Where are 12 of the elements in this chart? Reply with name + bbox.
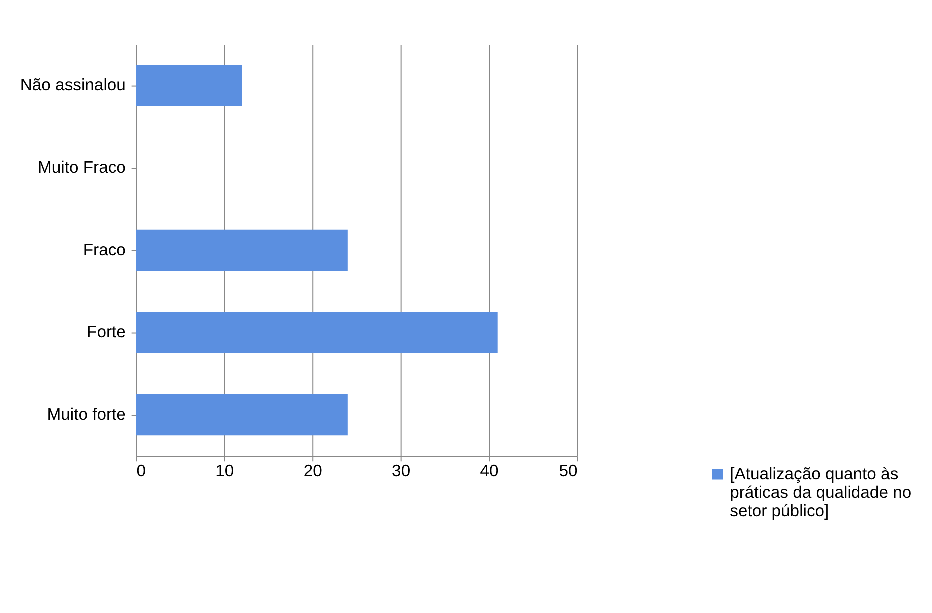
x-tick-label: 30 (392, 461, 411, 480)
y-tick-label: Fraco (83, 240, 126, 260)
y-tick-label: Não assinalou (20, 76, 126, 95)
legend-label: [Atualização quanto às práticas da qualidade no setor público] (730, 464, 912, 521)
x-tick-label: 10 (216, 461, 234, 480)
x-tick-label: 20 (304, 461, 322, 480)
y-tick-label: Forte (87, 322, 126, 342)
y-tick-label: Muito forte (47, 404, 126, 424)
x-tick-label: 40 (480, 461, 499, 480)
x-tick-label: 50 (559, 461, 578, 480)
y-tick-label: Muito Fraco (38, 158, 126, 178)
x-tick-label: 0 (136, 461, 146, 480)
